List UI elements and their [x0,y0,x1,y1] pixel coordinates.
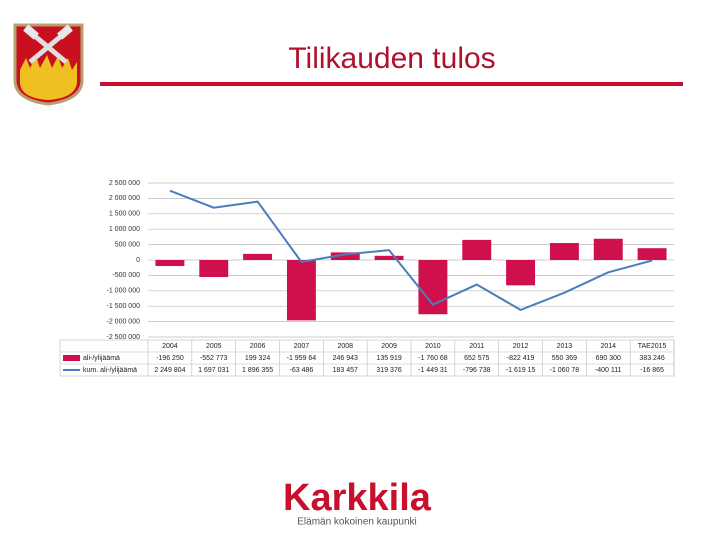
x-tick-label: 2010 [425,343,441,350]
bar [593,238,623,260]
y-tick-label: -2 500 000 [107,334,141,341]
table-value: 1 896 355 [242,367,273,374]
bar [243,253,273,260]
bar [462,239,492,260]
y-tick-label: 2 000 000 [109,195,140,202]
logo-slogan: Elämän kokoinen kaupunki [297,517,417,528]
logo-name: Karkkila [283,477,432,519]
table-value: -1 619 15 [506,367,536,374]
legend-label: kum. ali-/ylijäämä [83,367,137,374]
y-tick-label: -1 000 000 [107,288,141,295]
bar [418,260,448,315]
y-tick-label: 0 [136,257,140,264]
x-tick-label: 2012 [513,343,529,350]
table-value: 199 324 [245,355,270,362]
table-value: 1 697 031 [198,367,229,374]
x-tick-label: 2005 [206,343,222,350]
coat-of-arms [13,23,84,106]
table-value: 183 457 [333,367,358,374]
bar [374,255,404,260]
legend-label: ali-/ylijäämä [83,355,120,362]
legend-key [63,355,80,361]
chart: -2 500 000 -2 000 000 -1 500 000 -1 000 000… [59,180,675,377]
table-value: 690 300 [596,355,621,362]
bar [506,260,536,286]
table-value: -1 959 64 [287,355,317,362]
table-value: -63 486 [290,367,314,374]
y-tick-label: -500 000 [112,272,140,279]
table-value: -1 449 31 [418,367,448,374]
x-tick-label: TAE2015 [638,343,667,350]
bar [199,260,229,278]
table-value: -1 760 68 [418,355,448,362]
bar [330,252,360,260]
x-tick-label: 2013 [557,343,573,350]
table-value: -16 865 [640,367,664,374]
x-tick-label: 2008 [337,343,353,350]
slide-title: Tilikauden tulos [288,42,495,75]
y-tick-label: -2 000 000 [107,318,141,325]
x-tick-label: 2011 [469,343,484,350]
table-value: 2 249 804 [154,367,185,374]
table-value: -796 738 [463,367,491,374]
table-value: -196 250 [156,355,184,362]
table-value: -822 419 [507,355,535,362]
y-tick-label: -1 500 000 [107,303,141,310]
bar [549,243,579,260]
x-tick-label: 2004 [162,343,178,350]
table-value: 135 919 [376,355,401,362]
y-tick-label: 2 500 000 [109,180,140,187]
table-value: 652 575 [464,355,489,362]
bar [286,260,316,321]
x-tick-label: 2009 [381,343,397,350]
table-value: -552 773 [200,355,228,362]
table-value: 383 246 [639,355,664,362]
y-tick-label: 1 500 000 [109,211,140,218]
bar [155,260,185,267]
table-value: 246 943 [333,355,358,362]
x-tick-label: 2014 [600,343,616,350]
table-value: 550 369 [552,355,577,362]
y-tick-label: 500 000 [115,241,140,248]
y-tick-label: 1 000 000 [109,226,140,233]
table-value: -1 060 78 [550,367,580,374]
x-tick-label: 2007 [294,343,310,350]
x-tick-label: 2006 [250,343,266,350]
bar [637,248,667,260]
table-value: -400 111 [595,367,622,374]
line [169,189,653,311]
table-value: 319 376 [376,367,401,374]
